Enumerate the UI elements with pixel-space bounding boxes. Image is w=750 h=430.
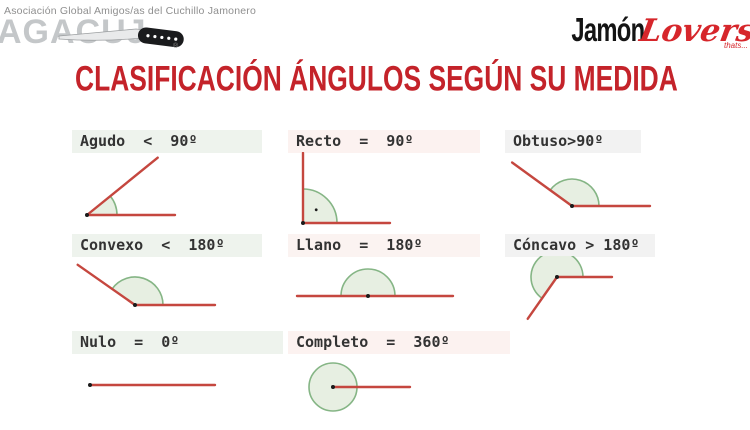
jamonlovers-tagline: thats... [723,41,748,50]
angle-card-convexo: Convexo < 180º [60,234,280,307]
convex-angle-diagram [76,263,217,307]
reflex-angle-diagram [526,256,614,320]
registered-trademark: ® [173,43,179,50]
angle-card-llano: Llano = 180º [280,234,500,298]
jamonlovers-logo: JamónLovers thats... [543,13,750,50]
angle-label-concavo: Cóncavo > 180º [505,234,655,257]
jamonlovers-brand-lovers: Lovers [636,13,750,49]
jamonlovers-brand-jamon: Jamón [571,11,645,48]
angle-card-concavo: Cóncavo > 180º [490,234,710,320]
angle-card-obtuso: Obtuso>90º [490,130,710,208]
straight-angle-diagram [295,268,455,298]
angle-label-completo: Completo = 360º [288,331,510,354]
agacuj-tagline: Asociación Global Amigos/as del Cuchillo… [4,5,257,17]
page-title: CLASIFICACIÓN ÁNGULOS SEGÚN SU MEDIDA [75,58,678,98]
angle-label-obtuso: Obtuso>90º [505,130,641,153]
ham-knife-icon [58,27,184,48]
angle-label-nulo: Nulo = 0º [72,331,283,354]
complete-angle-diagram [308,362,412,412]
angle-label-llano: Llano = 180º [288,234,480,257]
angle-card-nulo: Nulo = 0º [60,331,283,387]
angle-card-completo: Completo = 360º [280,331,510,412]
obtuse-angle-diagram [510,161,652,208]
angle-label-convexo: Convexo < 180º [72,234,262,257]
jamonlovers-wordmark: JamónLovers [543,11,750,49]
right-angle-diagram [301,152,392,225]
angle-card-recto: Recto = 90º [280,130,500,225]
acute-angle-diagram [85,156,177,217]
angle-card-agudo: Agudo < 90º [60,130,280,217]
angle-label-agudo: Agudo < 90º [72,130,262,153]
null-angle-diagram [88,383,217,387]
agacuj-logo: Asociación Global Amigos/as del Cuchillo… [0,5,257,57]
angle-label-recto: Recto = 90º [288,130,480,153]
